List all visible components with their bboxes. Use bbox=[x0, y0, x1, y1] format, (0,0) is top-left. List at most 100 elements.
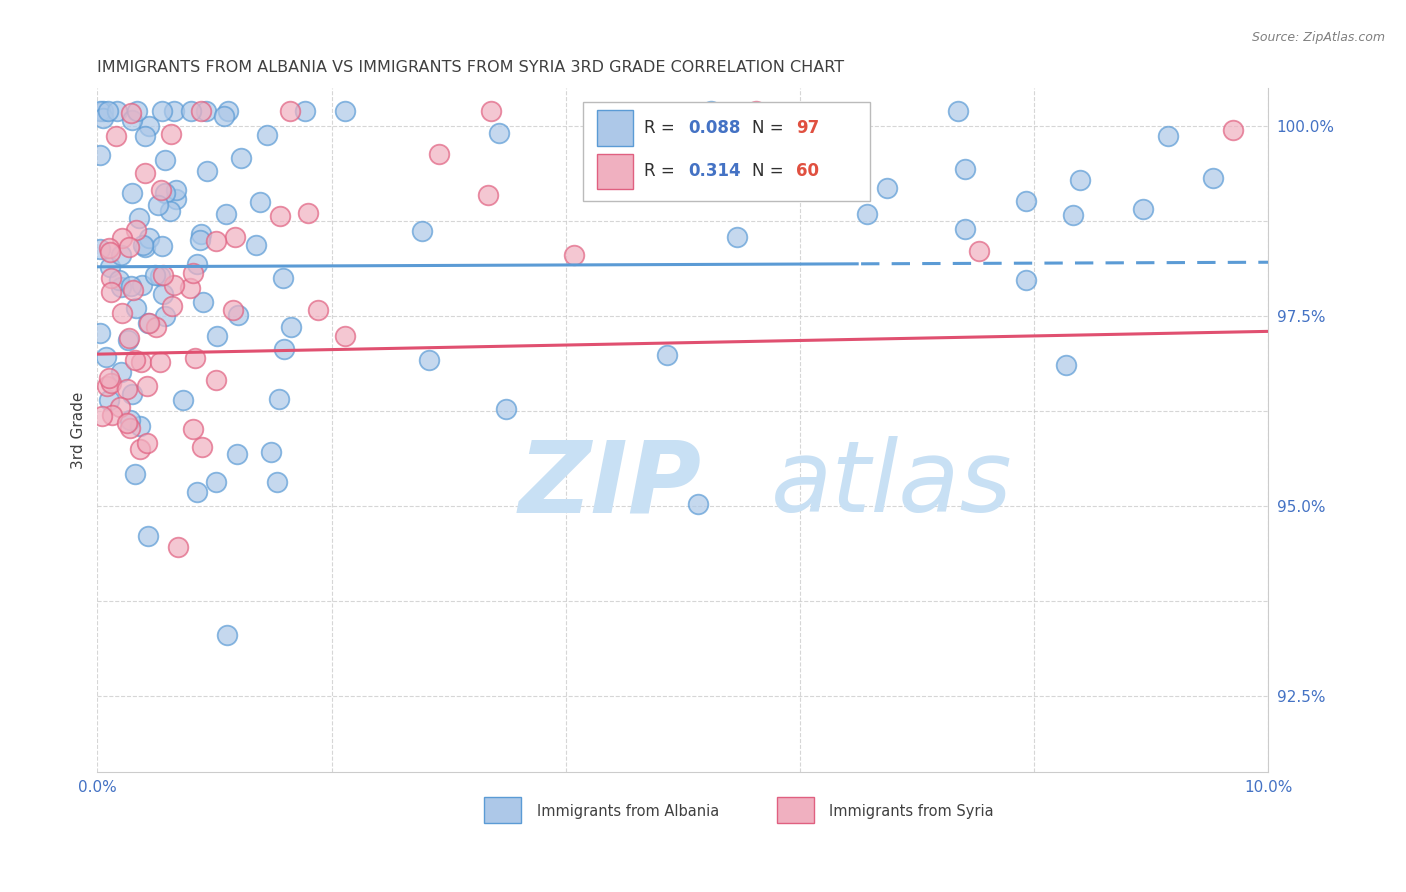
Point bbox=[89, 104, 111, 119]
Point bbox=[269, 392, 291, 406]
Point bbox=[96, 351, 118, 365]
Point bbox=[297, 206, 319, 220]
Point bbox=[105, 104, 128, 119]
Point bbox=[1015, 273, 1038, 287]
Point bbox=[136, 316, 159, 330]
Point bbox=[98, 260, 121, 274]
Point bbox=[134, 240, 156, 254]
Point bbox=[655, 348, 678, 362]
Point bbox=[229, 151, 252, 165]
Text: 60: 60 bbox=[796, 162, 820, 180]
Point bbox=[98, 241, 121, 255]
Text: IMMIGRANTS FROM ALBANIA VS IMMIGRANTS FROM SYRIA 3RD GRADE CORRELATION CHART: IMMIGRANTS FROM ALBANIA VS IMMIGRANTS FR… bbox=[97, 60, 845, 75]
Point bbox=[129, 355, 152, 369]
Text: Immigrants from Syria: Immigrants from Syria bbox=[830, 804, 994, 819]
Point bbox=[207, 328, 229, 343]
Point bbox=[153, 186, 176, 200]
Point bbox=[135, 379, 157, 393]
Point bbox=[205, 475, 228, 489]
Point bbox=[134, 128, 156, 143]
Point bbox=[333, 329, 356, 343]
Text: 0.088: 0.088 bbox=[689, 119, 741, 136]
Point bbox=[100, 376, 122, 390]
Point bbox=[117, 333, 139, 347]
Point bbox=[188, 234, 211, 248]
Point bbox=[226, 308, 249, 322]
Point bbox=[686, 497, 709, 511]
Point bbox=[101, 408, 124, 422]
Point bbox=[145, 268, 167, 283]
Point bbox=[117, 331, 139, 345]
Point bbox=[110, 365, 132, 379]
Point bbox=[100, 285, 122, 299]
Point bbox=[91, 104, 114, 119]
Point bbox=[307, 303, 329, 318]
Point bbox=[150, 104, 173, 119]
Point bbox=[224, 230, 246, 244]
Point bbox=[98, 392, 121, 407]
Point bbox=[118, 421, 141, 435]
Point bbox=[205, 234, 228, 248]
Point bbox=[152, 238, 174, 252]
Point bbox=[190, 227, 212, 241]
Point bbox=[751, 171, 773, 186]
Point bbox=[278, 104, 301, 119]
FancyBboxPatch shape bbox=[583, 102, 870, 201]
Point bbox=[1222, 123, 1244, 137]
Point bbox=[91, 111, 114, 125]
Point bbox=[179, 281, 201, 295]
Point bbox=[149, 269, 172, 284]
Point bbox=[149, 354, 172, 368]
Text: Source: ZipAtlas.com: Source: ZipAtlas.com bbox=[1251, 31, 1385, 45]
Point bbox=[186, 257, 208, 271]
Point bbox=[163, 277, 186, 292]
Point bbox=[271, 271, 294, 285]
Point bbox=[477, 187, 499, 202]
Point bbox=[221, 303, 243, 318]
Point bbox=[191, 440, 214, 454]
Point bbox=[259, 445, 281, 459]
Point bbox=[89, 242, 111, 256]
FancyBboxPatch shape bbox=[776, 797, 814, 823]
Y-axis label: 3rd Grade: 3rd Grade bbox=[72, 392, 86, 469]
Point bbox=[148, 198, 170, 212]
Point bbox=[165, 192, 187, 206]
Text: ZIP: ZIP bbox=[519, 436, 702, 533]
Point bbox=[205, 373, 228, 387]
Point bbox=[120, 412, 142, 426]
Text: N =: N = bbox=[752, 162, 789, 180]
Point bbox=[128, 442, 150, 456]
Point bbox=[745, 104, 768, 119]
Text: 97: 97 bbox=[796, 119, 820, 136]
Point bbox=[108, 273, 131, 287]
Point bbox=[153, 153, 176, 168]
Point bbox=[562, 248, 585, 262]
Point bbox=[160, 128, 183, 142]
Point bbox=[212, 109, 235, 123]
Point bbox=[124, 467, 146, 481]
Point bbox=[256, 128, 278, 143]
Point bbox=[110, 248, 132, 262]
Point bbox=[226, 447, 249, 461]
Point bbox=[125, 104, 148, 119]
Text: Immigrants from Albania: Immigrants from Albania bbox=[537, 804, 718, 819]
Point bbox=[249, 195, 271, 210]
Point bbox=[117, 382, 139, 396]
Point bbox=[118, 240, 141, 254]
Point bbox=[105, 129, 128, 144]
Text: R =: R = bbox=[644, 119, 681, 136]
Point bbox=[1015, 194, 1038, 209]
FancyBboxPatch shape bbox=[598, 110, 633, 145]
Point bbox=[179, 104, 201, 119]
Point bbox=[245, 237, 267, 252]
Point bbox=[190, 104, 212, 119]
Point bbox=[495, 401, 517, 416]
Point bbox=[121, 113, 143, 128]
Point bbox=[418, 352, 440, 367]
Point bbox=[128, 211, 150, 225]
Point bbox=[195, 164, 218, 178]
Point bbox=[1156, 128, 1178, 143]
Point bbox=[153, 309, 176, 323]
Point bbox=[120, 278, 142, 293]
Point bbox=[97, 104, 120, 119]
